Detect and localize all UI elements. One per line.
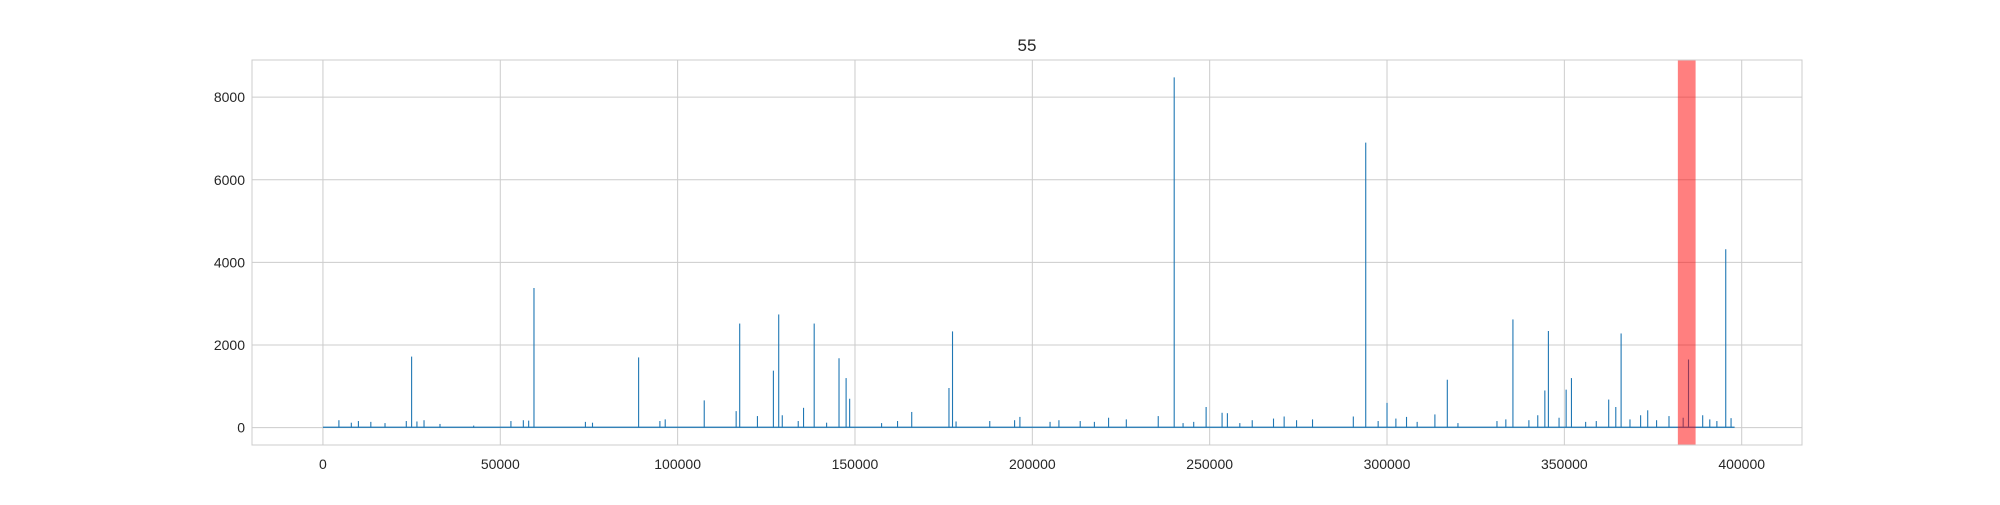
highlight-layer [1677,60,1696,445]
x-tick-label: 400000 [1718,456,1765,472]
highlight-span [1677,60,1696,445]
x-tick-label: 250000 [1186,456,1233,472]
x-tick-label: 200000 [1009,456,1056,472]
x-tick-label: 50000 [481,456,520,472]
y-tick-label: 0 [237,420,245,436]
x-axis-ticks: 0 50000 100000 150000 200000 250000 300000 3500… [319,456,1765,472]
x-tick-label: 150000 [832,456,879,472]
grid-layer [252,60,1802,445]
plot-frame [251,59,1803,446]
y-tick-label: 2000 [214,337,245,353]
series-layer [322,77,1735,428]
x-tick-label: 0 [319,456,327,472]
y-axis-ticks: 0 2000 4000 6000 8000 [214,89,245,435]
x-tick-label: 300000 [1364,456,1411,472]
chart-title: 55 [1018,36,1037,55]
y-tick-label: 4000 [214,254,245,270]
y-tick-label: 8000 [214,89,245,105]
y-tick-label: 6000 [214,172,245,188]
x-tick-label: 100000 [654,456,701,472]
x-tick-label: 350000 [1541,456,1588,472]
